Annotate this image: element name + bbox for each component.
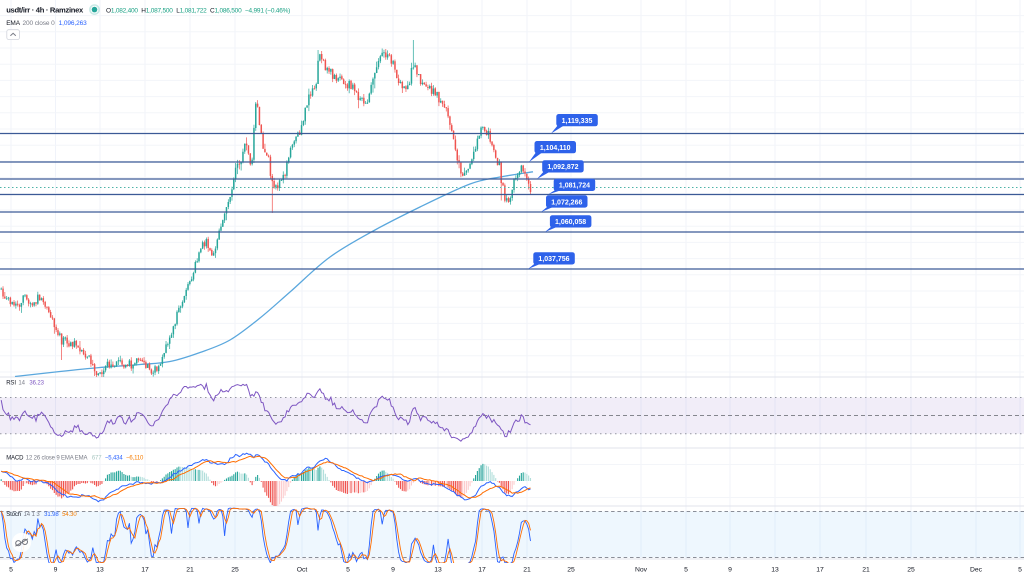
svg-text:9: 9 [54, 567, 58, 574]
svg-text:13: 13 [96, 567, 104, 574]
svg-text:25: 25 [567, 567, 575, 574]
svg-text:13: 13 [771, 567, 779, 574]
svg-text:21: 21 [862, 567, 870, 574]
svg-text:1,060,058: 1,060,058 [555, 219, 586, 226]
svg-text:17: 17 [141, 567, 149, 574]
svg-text:25: 25 [907, 567, 915, 574]
svg-text:1,092,872: 1,092,872 [547, 164, 578, 171]
svg-text:17: 17 [478, 567, 486, 574]
svg-text:17: 17 [816, 567, 824, 574]
svg-text:5: 5 [9, 567, 13, 574]
svg-text:Oct: Oct [297, 567, 308, 574]
svg-text:5: 5 [1018, 567, 1022, 574]
svg-text:1,104,110: 1,104,110 [540, 145, 571, 152]
svg-text:21: 21 [523, 567, 531, 574]
svg-text:1,119,335: 1,119,335 [562, 118, 593, 125]
svg-text:Dec: Dec [970, 567, 983, 574]
svg-text:Nov: Nov [635, 567, 648, 574]
svg-text:usdt/irr · 4h · Ramzinex: usdt/irr · 4h · Ramzinex [6, 6, 84, 15]
svg-text:1,081,724: 1,081,724 [559, 183, 590, 190]
svg-text:9: 9 [728, 567, 732, 574]
svg-text:21: 21 [186, 567, 194, 574]
svg-text:5: 5 [684, 567, 688, 574]
svg-text:1,072,266: 1,072,266 [551, 199, 582, 206]
svg-text:13: 13 [434, 567, 442, 574]
svg-text:1,037,756: 1,037,756 [538, 256, 569, 263]
svg-text:5: 5 [346, 567, 350, 574]
svg-text:9: 9 [391, 567, 395, 574]
svg-text:25: 25 [231, 567, 239, 574]
